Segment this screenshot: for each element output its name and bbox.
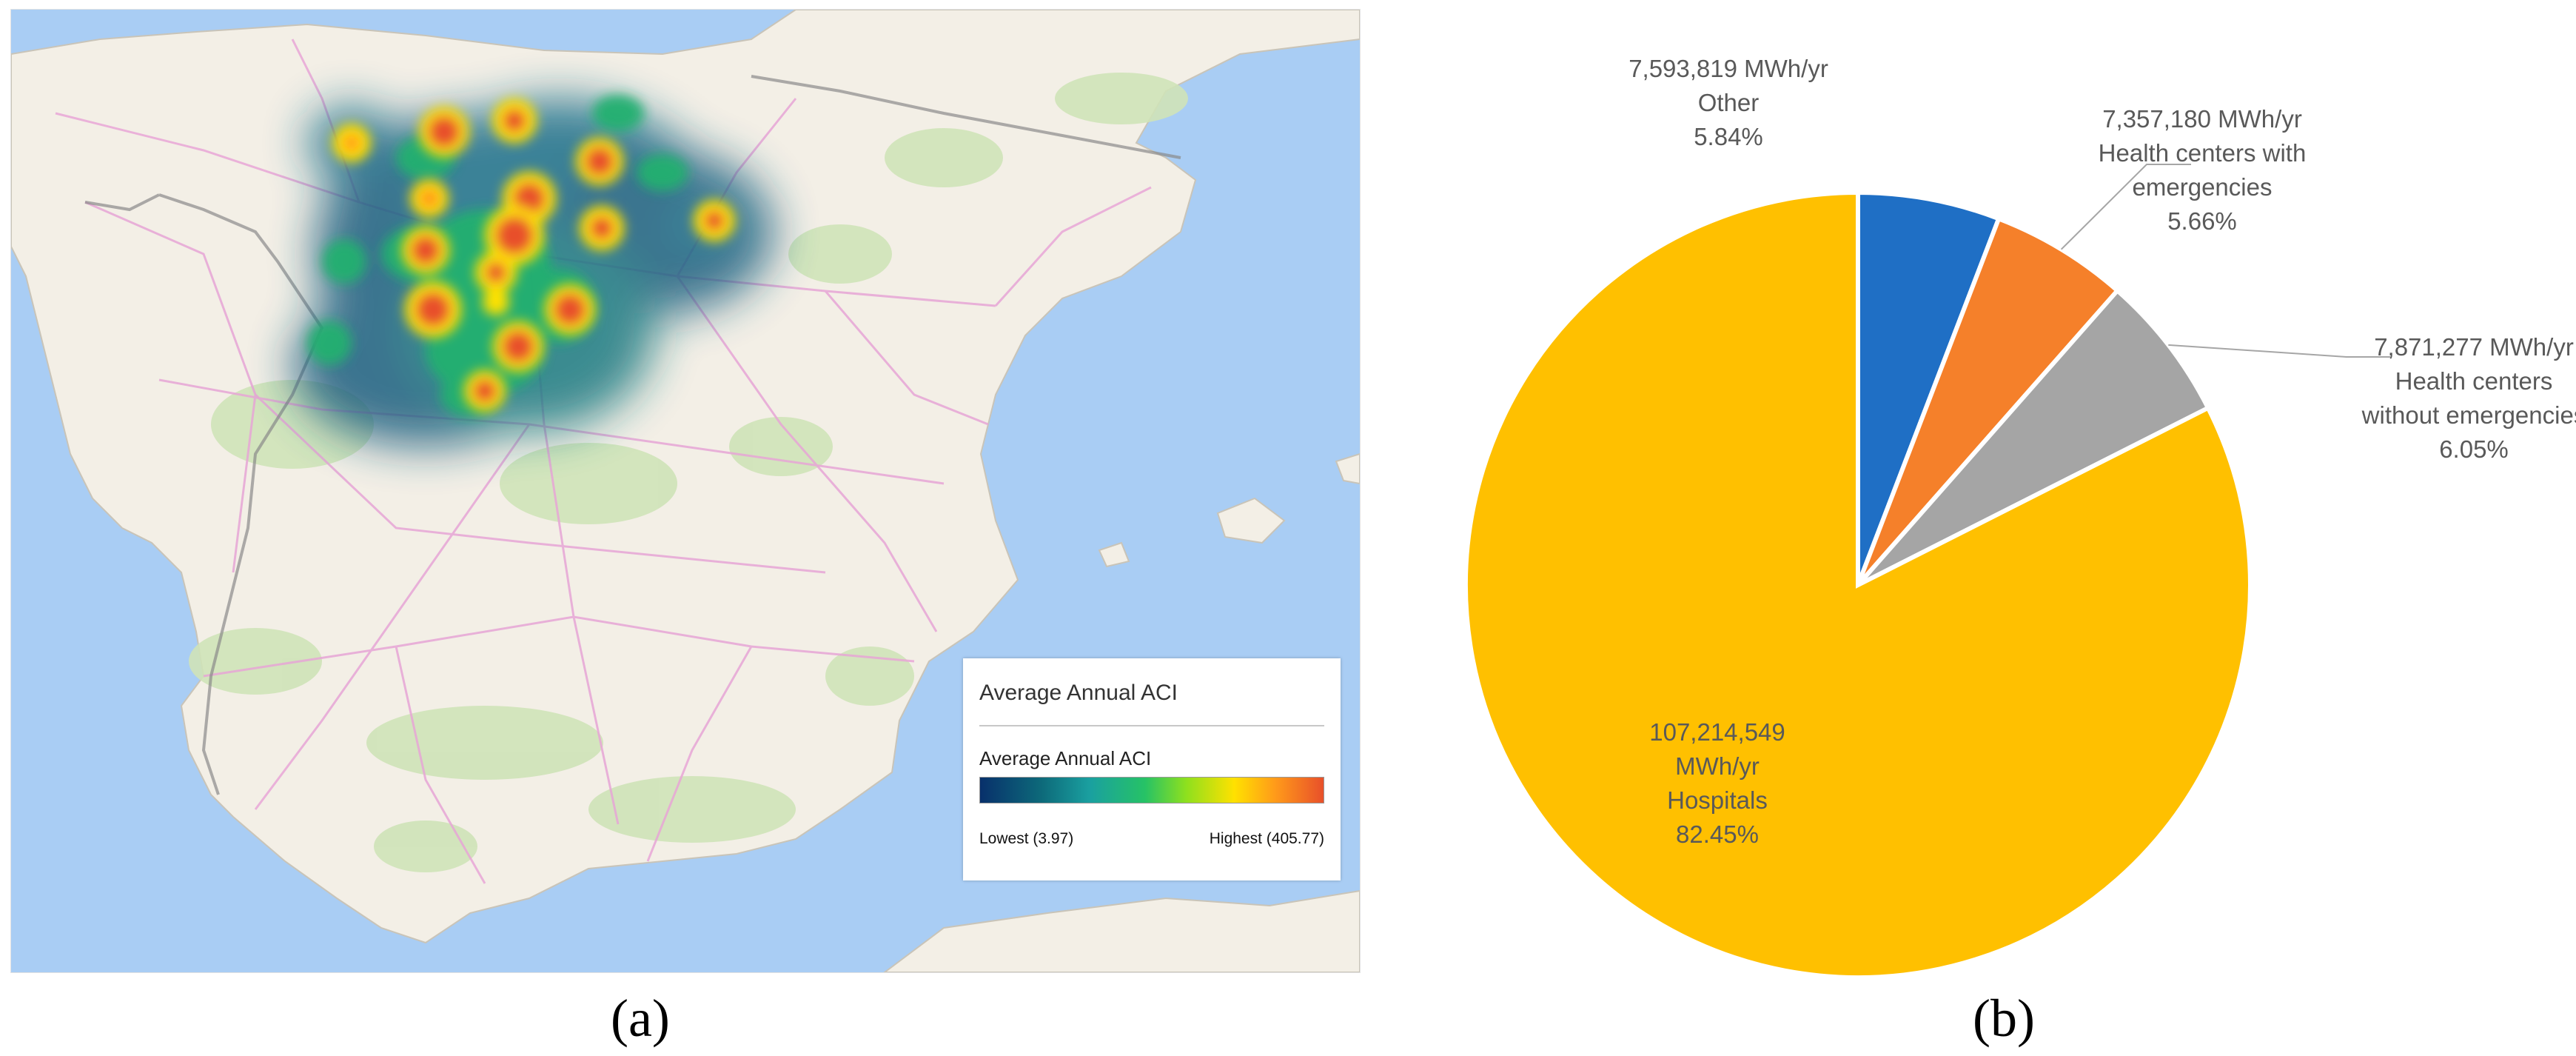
slice-other-value: 7,593,819 MWh/yr [1629,55,1828,82]
leader-line-without-emergencies [2168,344,2391,358]
legend-divider [979,725,1324,726]
slice-with-emergencies-name-line-2: emergencies [2133,173,2273,201]
slice-other-name-line-1: Other [1698,89,1760,116]
slice-label-hospitals: 107,214,549 MWh/yr Hospitals 82.45% [1649,718,1785,848]
legend-low-label: Lowest (3.97) [979,830,1074,847]
pie-slice-with-emergencies [1856,215,2121,587]
slice-without-emergencies-percent: 6.05% [2439,435,2509,463]
slice-without-emergencies-name-line-1: Health centers [2395,367,2553,395]
slice-with-emergencies-value: 7,357,180 MWh/yr [2102,105,2302,133]
slice-hospitals-name-line-1: MWh/yr [1675,752,1760,780]
legend-high-label: Highest (405.77) [1209,830,1324,847]
pie-leader-lines [2060,164,2391,358]
legend-subtitle: Average Annual ACI [979,747,1152,769]
pie-slice-without-emergencies [1856,287,2212,587]
slice-label-other: 7,593,819 MWh/yr Other 5.84% [1629,55,1828,150]
slice-hospitals-name-line-2: Hospitals [1667,786,1768,814]
balearic-islands [1098,452,1360,568]
map-canvas[interactable] [11,10,1360,972]
legend-title: Average Annual ACI [979,681,1178,705]
map-panel[interactable]: Average Annual ACI Average Annual ACI Lo… [10,9,1361,973]
heatmap-hotspots [332,98,735,412]
legend-gradient-bar [979,777,1324,803]
pie-slice-hospitals [1463,190,2253,978]
slice-label-without-emergencies: 7,871,277 MWh/yr Health centers without em… [2361,333,2576,463]
pie-slices [1463,190,2253,978]
slice-without-emergencies-name-line-2: without emergencies [2361,401,2576,429]
panel-label-b: (b) [1973,989,2035,1048]
panel-label-a: (a) [611,989,670,1048]
slice-with-emergencies-name-line-1: Health centers with [2099,139,2307,167]
slice-with-emergencies-percent: 5.66% [2167,207,2237,235]
slice-hospitals-value: 107,214,549 [1649,718,1785,746]
leader-line-with-emergencies [2060,164,2191,250]
heatmap-legend: Average Annual ACI Average Annual ACI Lo… [963,658,1341,880]
slice-other-percent: 5.84% [1694,123,1763,150]
slice-label-with-emergencies: 7,357,180 MWh/yr Health centers with emerg… [2099,105,2307,235]
slice-without-emergencies-value: 7,871,277 MWh/yr [2374,333,2574,361]
land-area-africa [883,889,1360,972]
pie-labels: 7,593,819 MWh/yr Other 5.84% 7,357,180 MWh/… [1629,55,2576,848]
slice-hospitals-percent: 82.45% [1676,821,1759,848]
pie-slice-other [1856,190,2002,587]
country-borders [84,75,1181,795]
pie-chart: 7,593,819 MWh/yr Other 5.84% 7,357,180 MWh/… [1463,55,2576,978]
green-areas [189,73,1188,872]
